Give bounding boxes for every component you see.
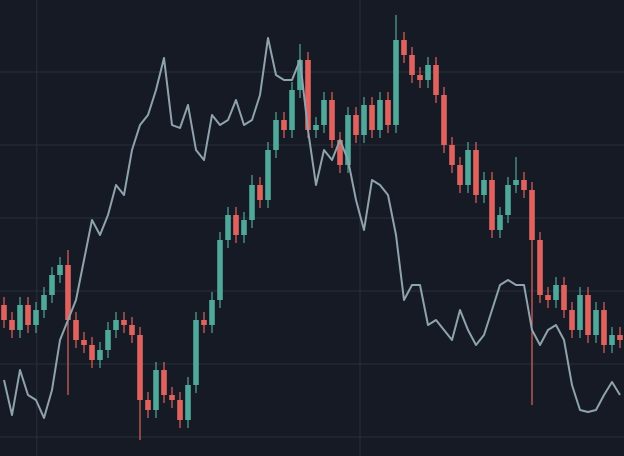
candle-body (505, 185, 511, 215)
candle-body (497, 215, 503, 230)
candle-body (105, 330, 111, 350)
candle-body (377, 100, 383, 130)
candle-body (121, 320, 127, 325)
candle-body (521, 180, 527, 190)
candle-body (81, 340, 87, 345)
candle-body (513, 180, 519, 185)
candle-body (193, 320, 199, 385)
candle-body (1, 305, 7, 320)
candle-body (257, 185, 263, 200)
candle-body (273, 120, 279, 150)
candle-body (337, 140, 343, 165)
candle-body (113, 320, 119, 330)
candle-body (529, 190, 535, 240)
candle-body (545, 295, 551, 300)
candle-body (553, 285, 559, 300)
candle-body (129, 325, 135, 335)
candle-body (209, 300, 215, 325)
candle-body (593, 310, 599, 335)
candle-body (313, 125, 319, 130)
candle-body (145, 400, 151, 410)
candle-body (249, 185, 255, 220)
candle-body (369, 105, 375, 130)
candle-body (281, 120, 287, 130)
candle-body (41, 295, 47, 310)
candle-body (153, 370, 159, 410)
candle-body (449, 145, 455, 165)
candle-body (489, 180, 495, 230)
candle-body (361, 105, 367, 135)
candle-body (561, 285, 567, 310)
candle-body (305, 60, 311, 130)
candle-body (97, 350, 103, 360)
candle-body (481, 180, 487, 195)
candle-body (385, 100, 391, 125)
candle-body (177, 400, 183, 420)
candle-body (137, 335, 143, 400)
candle-body (393, 40, 399, 125)
candle-body (297, 60, 303, 90)
candle-body (409, 55, 415, 75)
candle-body (233, 215, 239, 235)
candle-body (89, 345, 95, 360)
candle-body (441, 95, 447, 145)
candle-body (17, 305, 23, 330)
candle-body (161, 370, 167, 395)
candle-body (169, 395, 175, 400)
candle-body (185, 385, 191, 420)
candle-body (401, 40, 407, 55)
candle-body (265, 150, 271, 200)
candle-body (329, 100, 335, 140)
candle-body (433, 65, 439, 95)
candle-body (353, 115, 359, 135)
candle-body (321, 100, 327, 125)
candle-body (49, 275, 55, 295)
candle-body (601, 310, 607, 345)
candle-body (537, 240, 543, 295)
candle-body (617, 335, 623, 340)
candle-body (345, 115, 351, 165)
candle-body (289, 90, 295, 130)
candle-body (65, 265, 71, 320)
candle-body (585, 295, 591, 335)
candle-body (9, 320, 15, 330)
candle-body (417, 75, 423, 80)
candle-body (569, 310, 575, 330)
candle-body (241, 220, 247, 235)
candle-body (609, 335, 615, 345)
candle-body (201, 320, 207, 325)
candle-body (25, 305, 31, 325)
candle-body (473, 150, 479, 195)
candle-body (457, 165, 463, 185)
overlay-line (3, 37, 621, 419)
candle-body (73, 320, 79, 340)
candle-body (465, 150, 471, 185)
candle-body (425, 65, 431, 80)
candle-body (57, 265, 63, 275)
candle-body (225, 215, 231, 240)
candle-body (577, 295, 583, 330)
candle-body (33, 310, 39, 325)
candle-body (217, 240, 223, 300)
